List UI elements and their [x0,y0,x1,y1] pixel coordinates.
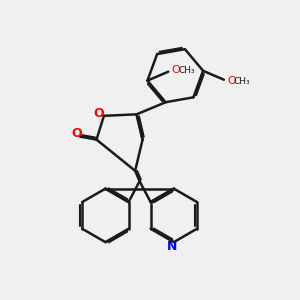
Text: N: N [167,240,178,253]
Text: CH₃: CH₃ [178,66,195,75]
Text: O: O [227,76,236,86]
Text: O: O [72,127,83,140]
Text: CH₃: CH₃ [234,77,250,86]
Text: O: O [171,65,180,75]
Text: O: O [93,107,104,120]
